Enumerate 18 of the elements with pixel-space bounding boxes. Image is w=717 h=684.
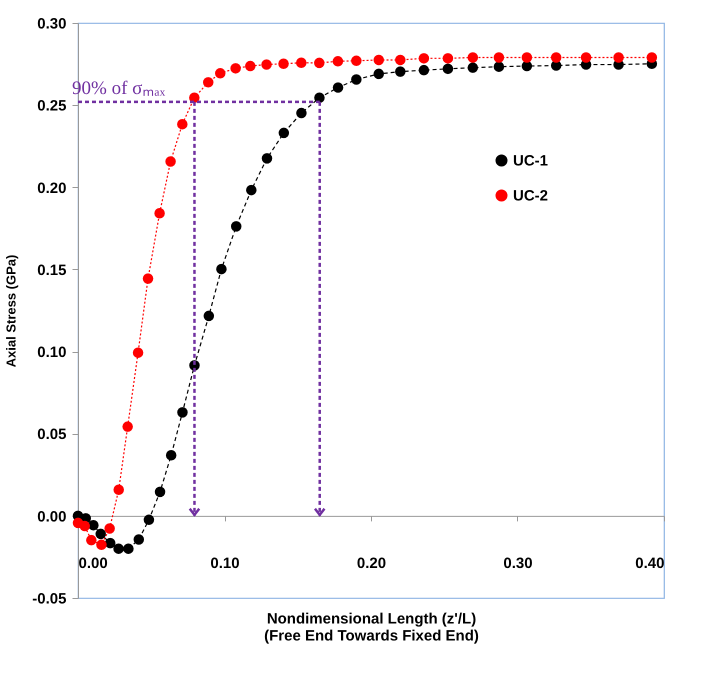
legend-label: UC-1: [513, 152, 548, 170]
x-tick-label: 0.40: [635, 555, 664, 572]
x-tick-label: 0.00: [78, 555, 108, 572]
y-tick-label: -0.05: [32, 590, 66, 608]
y-tick-label: 0.25: [37, 98, 66, 115]
y-tick-label: 0.30: [37, 16, 66, 32]
y-tick-label: 0.00: [37, 508, 66, 526]
y-tick-label: 0.05: [37, 426, 66, 444]
y-axis-title: Axial Stress (GPa): [3, 254, 18, 368]
x-axis-title: Nondimensional Length (z'/L) (Free End Towards Fixed End): [264, 610, 479, 644]
y-tick-label: 0.15: [37, 262, 66, 279]
legend-label: UC-2: [513, 188, 548, 204]
y-tick-label: 0.10: [37, 344, 66, 362]
ref-line-label: 90% of σₘₐₓ: [72, 78, 166, 99]
y-tick-label: 0.20: [37, 180, 66, 197]
x-tick-label: 0.10: [210, 555, 240, 572]
x-tick-label: 0.30: [503, 555, 533, 572]
x-tick-label: 0.20: [356, 555, 386, 572]
